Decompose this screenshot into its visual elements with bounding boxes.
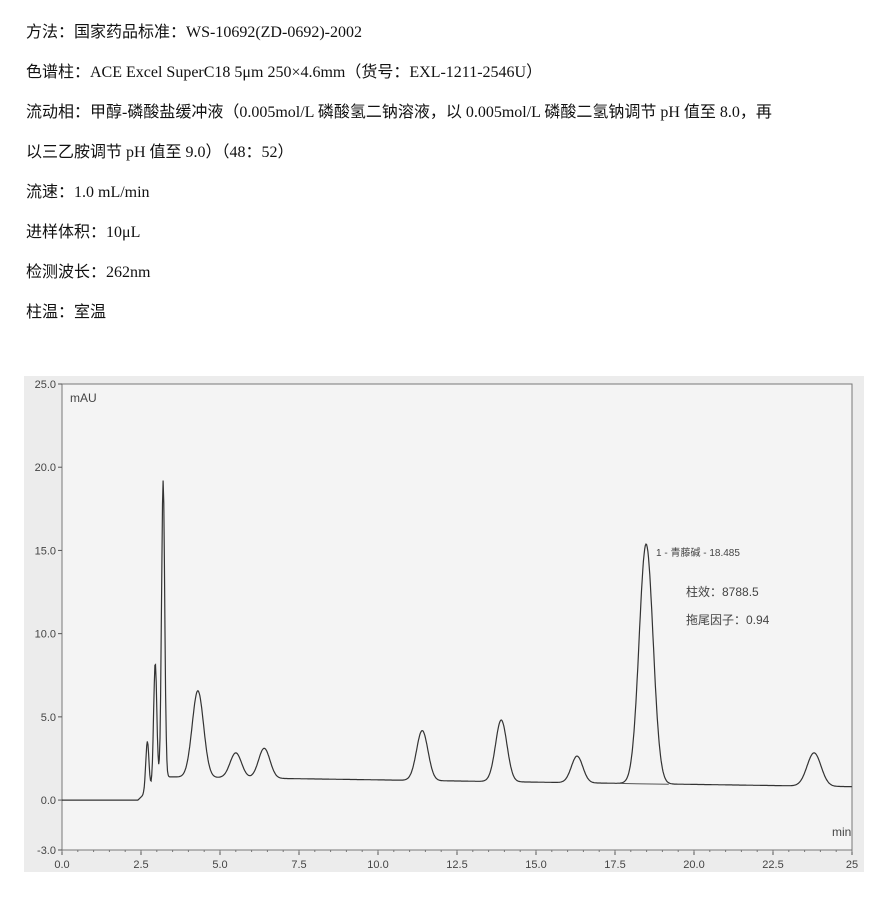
x-tick-label: 2.5 — [133, 859, 148, 871]
x-tick-label: 7.5 — [291, 859, 306, 871]
y-tick-label: 20.0 — [35, 462, 56, 474]
plot-frame — [61, 383, 853, 851]
y-tick-label: 25.0 — [35, 379, 56, 391]
x-tick-label: 12.5 — [446, 859, 467, 871]
integration-baseline — [618, 782, 669, 785]
x-tick-label: 15.0 — [525, 859, 546, 871]
y-tick-label: 10.0 — [35, 629, 56, 641]
flow-rate-line: 流速：1.0 mL/min — [26, 184, 150, 201]
x-tick-label: 25 — [846, 859, 858, 871]
efficiency-label: 柱效：8788.5 — [686, 584, 759, 599]
x-tick-label: 10.0 — [367, 859, 388, 871]
x-tick-label: 20.0 — [683, 859, 704, 871]
method-line: 方法：国家药品标准：WS-10692(ZD-0692)-2002 — [26, 24, 362, 41]
chromatogram-trace — [62, 480, 852, 801]
x-tick-label: 5.0 — [212, 859, 227, 871]
injection-volume-line: 进样体积：10μL — [26, 224, 141, 241]
y-tick-label: 15.0 — [35, 545, 56, 557]
column-line: 色谱柱：ACE Excel SuperC18 5μm 250×4.6mm（货号：… — [26, 64, 543, 81]
column-temp-line: 柱温：室温 — [26, 304, 107, 321]
tailing-label: 拖尾因子：0.94 — [686, 613, 770, 627]
chromatogram: -3.0 0.0 5.0 10.0 15.0 20.0 25.0 0.0 2.5 5.0 7.5 10… — [24, 376, 864, 872]
chromatogram-svg: -3.0 0.0 5.0 10.0 15.0 20.0 25.0 0.0 2.5 5.0 7.5 10… — [35, 379, 859, 871]
x-tick-label: 22.5 — [762, 859, 783, 871]
x-tick-label: 17.5 — [604, 859, 625, 871]
x-unit-label: min — [832, 825, 851, 839]
y-tick-label: -3.0 — [37, 845, 56, 857]
mobile-phase-line-cont: 以三乙胺调节 pH 值至 9.0）（48：52） — [26, 144, 294, 161]
y-tick-label: 0.0 — [41, 795, 56, 807]
x-tick-label: 0.0 — [54, 859, 69, 871]
y-unit-label: mAU — [70, 391, 97, 405]
peak-label: 1 - 青藤碱 - 18.485 — [656, 546, 740, 559]
wavelength-line: 检测波长：262nm — [26, 264, 151, 281]
mobile-phase-line: 流动相：甲醇-磷酸盐缓冲液（0.005mol/L 磷酸氢二钠溶液，以 0.005… — [26, 104, 772, 121]
y-tick-label: 5.0 — [41, 712, 56, 724]
